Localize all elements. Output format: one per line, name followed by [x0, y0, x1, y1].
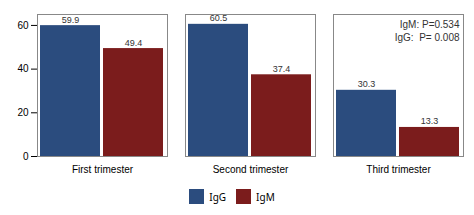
html-text:IgM: IgM: [256, 189, 275, 204]
svg-text:Second trimester: Second trimester: [213, 164, 289, 175]
svg-text:37.4: 37.4: [273, 64, 291, 74]
svg-text:60.5: 60.5: [210, 13, 228, 23]
svg-text:40: 40: [17, 63, 29, 74]
svg-text:0: 0: [23, 151, 29, 162]
svg-text:49.4: 49.4: [125, 38, 143, 48]
svg-text:20: 20: [17, 107, 29, 118]
svg-text:60: 60: [17, 20, 29, 31]
svg-text:IgM: P=0.534IgG: P= 0.008: IgM: P=0.534IgG: P= 0.008: [395, 19, 460, 43]
svg-text:30.3: 30.3: [358, 79, 376, 89]
svg-text:First trimester: First trimester: [72, 164, 134, 175]
svg-text:Third trimester: Third trimester: [366, 164, 431, 175]
svg-text:13.3: 13.3: [421, 116, 439, 126]
html-text:IgG: IgG: [209, 189, 227, 204]
svg-text:59.9: 59.9: [62, 15, 80, 25]
